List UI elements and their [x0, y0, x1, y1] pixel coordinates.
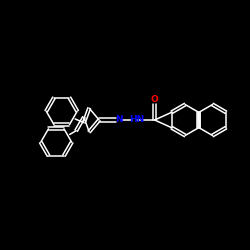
- Text: N: N: [115, 116, 122, 124]
- Text: O: O: [151, 95, 158, 104]
- Text: HN: HN: [129, 116, 144, 124]
